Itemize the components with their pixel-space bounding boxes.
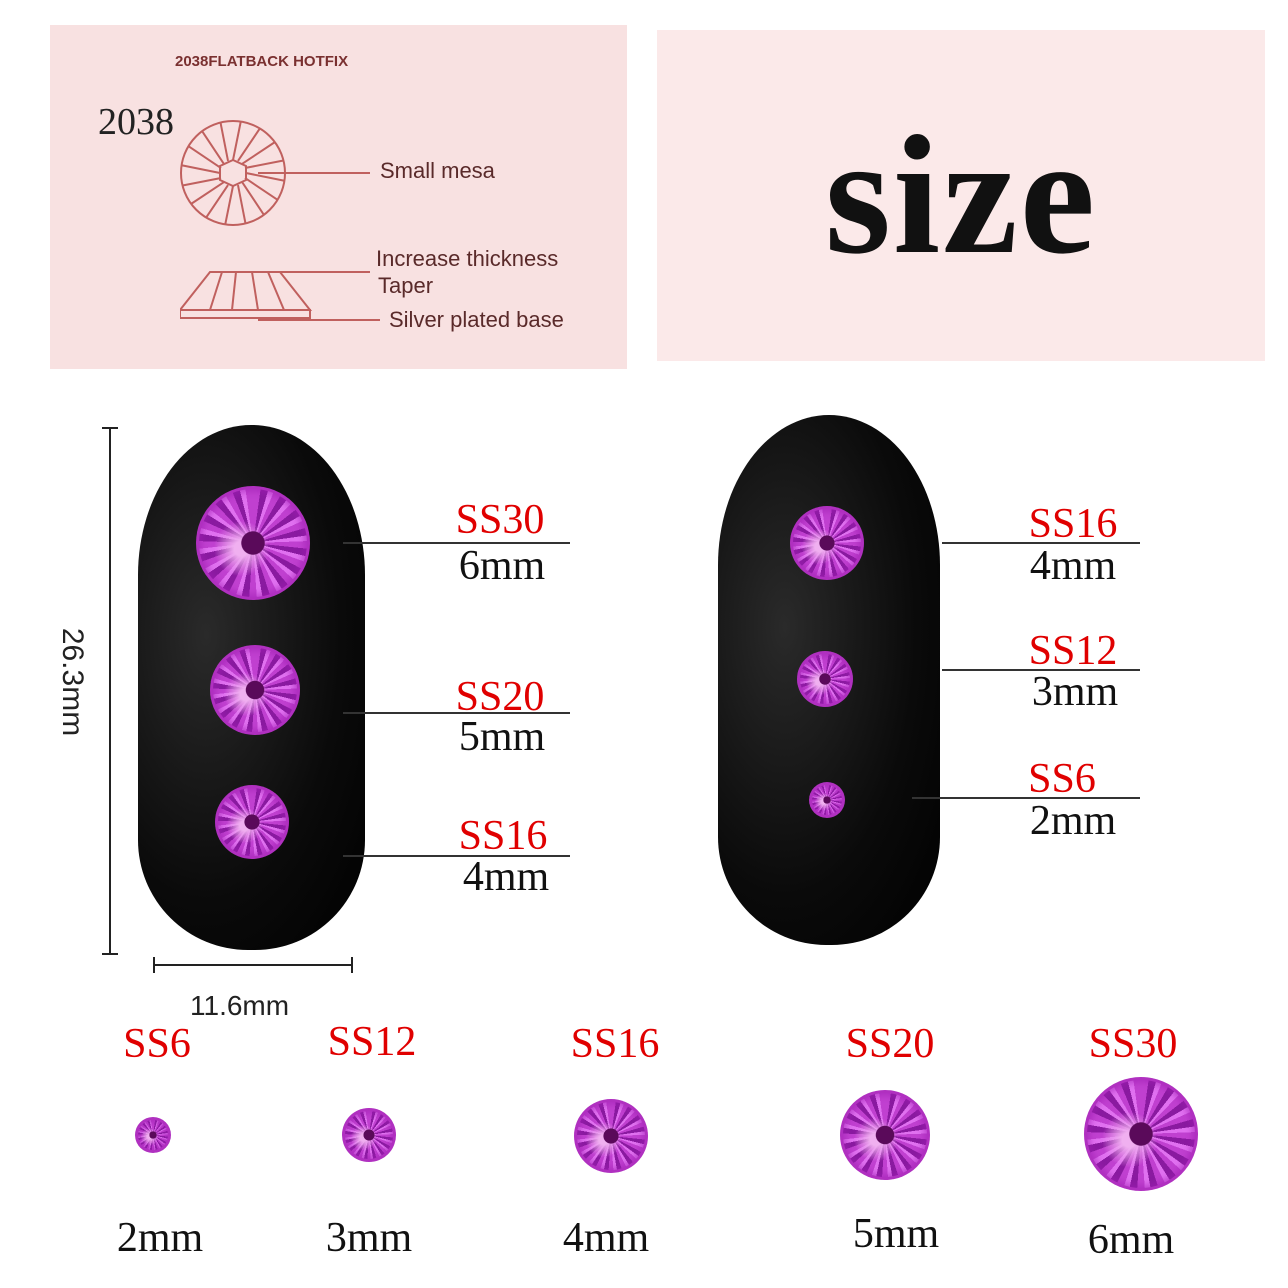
diagram-facet-line [245, 172, 285, 182]
diagram-facet-line [182, 176, 222, 187]
mm-label: 5mm [458, 714, 546, 760]
ss-label: SS16 [1028, 501, 1118, 547]
rhinestone-diagram [180, 120, 380, 321]
dimension-tick [102, 953, 118, 955]
gem-ss12 [797, 651, 853, 707]
diagram-facet-line [244, 159, 284, 170]
pointer-line [942, 542, 1140, 544]
diagram-facet-line [224, 185, 234, 225]
ss-label: SS6 [123, 1021, 191, 1067]
pointer-line [343, 542, 570, 544]
gem-ss6 [809, 782, 845, 818]
mm-label: 4mm [1029, 543, 1117, 589]
label-small-mesa: Small mesa [380, 158, 495, 183]
ss-label: SS12 [327, 1019, 417, 1065]
pointer-line [912, 797, 1140, 799]
mm-label: 4mm [462, 854, 550, 900]
diagram-facet-line [181, 164, 221, 174]
dimension-tick [102, 427, 118, 429]
mm-label: 4mm [562, 1215, 650, 1261]
mm-label: 2mm [116, 1215, 204, 1261]
height-label: 26.3mm [56, 627, 90, 737]
mm-label: 2mm [1029, 798, 1117, 844]
gem-ss6 [135, 1117, 171, 1153]
diagram-facet-line [236, 184, 247, 224]
diagram-facet-line [241, 181, 265, 216]
mm-label: 6mm [458, 543, 546, 589]
gem-ss16 [790, 506, 864, 580]
diagram-facet-line [244, 177, 279, 201]
diagram-facet-line [237, 127, 261, 162]
ss-label: SS30 [455, 497, 545, 543]
diagram-model: 2038 [98, 101, 174, 143]
height-dimension-line [109, 427, 111, 955]
ss-label: SS20 [845, 1021, 935, 1067]
ss-label: SS16 [458, 813, 548, 859]
label-taper: Taper [378, 273, 434, 298]
title-size: size [824, 101, 1098, 289]
width-label: 11.6mm [190, 990, 290, 1021]
diagram-facet-line [201, 130, 225, 165]
gem-ss20 [840, 1090, 930, 1180]
diagram-facet-line [241, 141, 276, 165]
gem-ss20 [210, 645, 300, 735]
diagram-facet-line [190, 181, 225, 205]
diagram-header: 2038FLATBACK HOTFIX [175, 53, 349, 70]
gem-ss16 [574, 1099, 648, 1173]
gem-ss30 [196, 486, 310, 600]
width-dimension-line [153, 964, 353, 966]
title-panel [657, 30, 1265, 361]
gem-ss12 [342, 1108, 396, 1162]
diagram-facet-line [219, 122, 230, 162]
ss-label: SS20 [455, 674, 545, 720]
dimension-tick [351, 957, 353, 973]
ss-label: SS6 [1028, 756, 1096, 802]
gem-ss16 [215, 785, 289, 859]
dimension-tick [153, 957, 155, 973]
diagram-facet-line [187, 145, 222, 169]
ss-label: SS30 [1088, 1021, 1178, 1067]
label-increase-thickness: Increase thickness [376, 246, 559, 271]
pointer-line [343, 855, 570, 857]
diagram-facet-line [232, 121, 242, 161]
diagram-facet-line [205, 184, 229, 219]
gem-ss30 [1084, 1077, 1198, 1191]
ss-label: SS16 [570, 1021, 660, 1067]
label-silver-base: Silver plated base [389, 307, 564, 332]
mm-label: 6mm [1087, 1217, 1175, 1263]
pointer-line [942, 669, 1140, 671]
mm-label: 3mm [1031, 669, 1119, 715]
flatback-diagram-panel [50, 25, 627, 369]
mm-label: 3mm [325, 1215, 413, 1261]
mm-label: 5mm [852, 1211, 940, 1257]
pointer-line [343, 712, 570, 714]
ss-label: SS12 [1028, 628, 1118, 674]
